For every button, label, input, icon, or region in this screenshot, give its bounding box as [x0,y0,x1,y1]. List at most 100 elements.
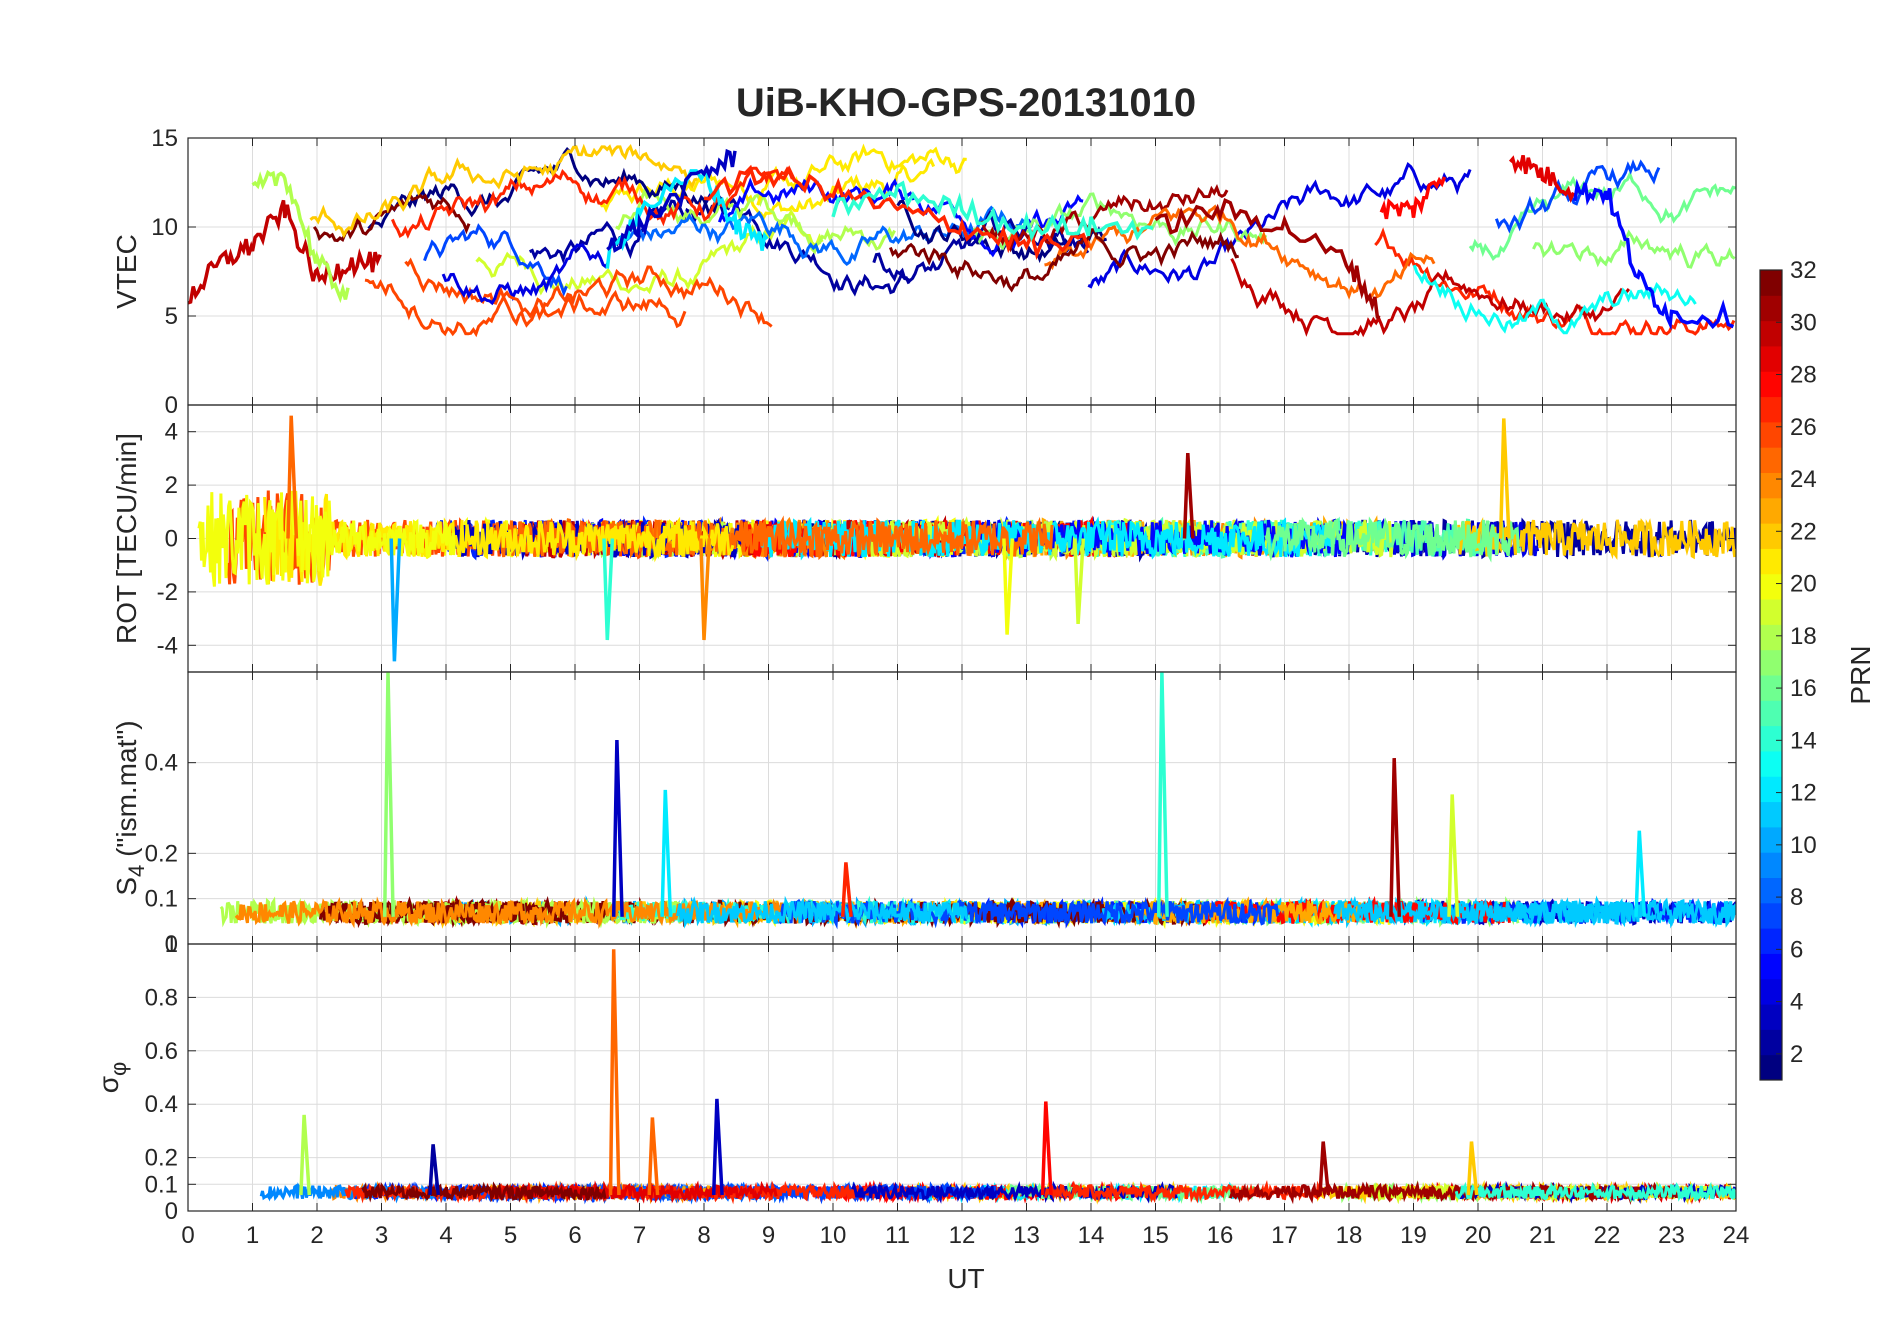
y-axis-label-sigma_phi: σφ [93,1062,131,1094]
colorbar-swatch [1760,1004,1782,1030]
s4-trace [778,896,1280,930]
x-tick-label: 19 [1400,1222,1427,1249]
x-tick-label: 24 [1723,1222,1750,1249]
s4-spike-prn-3 [611,739,624,917]
colorbar-swatch [1760,295,1782,322]
colorbar-tick-label: 8 [1790,884,1803,911]
rot-trace [1457,517,1736,560]
y-axis-label-vtec: VTEC [111,234,142,309]
colorbar-tick-label: 22 [1790,518,1817,545]
rot-spike-prn-14 [602,538,615,641]
x-tick-label: 10 [820,1222,847,1249]
rot-trace [1264,516,1522,563]
colorbar-label: PRN [1845,645,1876,704]
colorbar-frame [1759,269,1783,1081]
colorbar-swatch [1760,497,1782,524]
colorbar-swatch [1760,573,1782,600]
vtec-trace [1532,229,1736,269]
colorbar-swatch [1760,776,1782,803]
rot-trace [263,493,735,586]
x-tick-label: 0 [181,1222,194,1249]
y-tick-label: 15 [151,125,178,152]
vtec-trace [1230,258,1631,338]
s4-trace [1135,896,1362,926]
colorbar-swatch [1760,320,1782,347]
colorbar-swatch [1760,396,1782,423]
rot-spike-prn-25 [286,415,299,539]
colorbar-swatch [1760,877,1782,904]
y-tick-label: 0.2 [145,1145,178,1172]
sigma_phi-spike-prn-25 [608,949,621,1196]
x-tick-label: 14 [1078,1222,1105,1249]
vtec-trace [423,223,568,297]
colorbar-swatch [1760,523,1782,549]
y-tick-label: 0.4 [145,1091,178,1118]
s4-trace [676,895,969,929]
y-tick-label: 0.2 [145,840,178,867]
colorbar-swatch [1760,345,1782,372]
colorbar-swatch [1760,928,1782,954]
colorbar-swatch [1760,700,1782,727]
sigma_phi-spike-prn-28 [1040,1101,1053,1196]
x-tick-label: 20 [1465,1222,1492,1249]
colorbar-tick-label: 4 [1790,989,1803,1016]
colorbar-swatch [1760,902,1782,929]
colorbar-tick-label: 6 [1790,936,1803,963]
vtec-trace [1468,170,1736,262]
colorbar-swatch [1760,624,1782,651]
y-tick-label: -2 [157,579,178,606]
colorbar-swatch [1760,548,1782,575]
vtec-series-prn-18 [251,169,350,304]
sigma_phi-spike-prn-18 [299,1114,312,1196]
colorbar-tick-label: 24 [1790,466,1817,493]
x-tick-label: 18 [1336,1222,1363,1249]
s4-trace [1333,896,1736,929]
vtec-series-prn-29 [1508,155,1576,204]
x-tick-label: 5 [504,1222,517,1249]
colorbar-tick-label: 16 [1790,675,1817,702]
y-tick-label: 0.6 [145,1038,178,1065]
vtec-series-prn-30 [188,199,382,305]
sigma_phi-spike-prn-3 [711,1098,724,1196]
x-tick-label: 15 [1142,1222,1169,1249]
x-tick-label: 9 [762,1222,775,1249]
y-tick-label: 0.4 [145,750,178,777]
x-tick-label: 1 [246,1222,259,1249]
y-axis-label-rot: ROT [TECU/min] [111,433,142,644]
sigma_phi-spike-prn-2 [428,1144,441,1196]
colorbar-tick-label: 10 [1790,832,1817,859]
vtec-trace [441,243,610,306]
x-tick-label: 16 [1207,1222,1234,1249]
colorbar-swatch [1760,978,1782,1005]
vtec-trace [888,228,1240,293]
vtec-series-prn-5 [1573,178,1735,331]
panel-rot: -4 -2 0 2 4 ROT [TECU/min] [111,404,1737,673]
x-tick-label: 12 [949,1222,976,1249]
y-tick-label: 1 [165,931,178,958]
colorbar-swatch [1760,1054,1782,1081]
y-tick-label: 0.1 [145,1171,178,1198]
colorbar-swatch [1760,270,1782,296]
colorbar-tick-label: 32 [1790,257,1817,284]
colorbar-swatch [1760,421,1782,448]
rot-spike-prn-20 [1002,538,1015,635]
s4-spike-prn-19 [1447,794,1460,917]
figure-title: UiB-KHO-GPS-20131010 [736,81,1196,125]
traces-sigma_phi [259,949,1736,1205]
vtec-trace [599,157,936,221]
colorbar-swatch [1760,675,1782,701]
x-tick-label: 21 [1529,1222,1556,1249]
y-tick-label: 0 [165,1198,178,1225]
vtec-trace [622,205,1026,267]
y-tick-label: 0 [165,526,178,553]
colorbar-swatch [1760,750,1782,777]
colorbar-tick-label: 30 [1790,309,1817,336]
s4-spike-prn-12 [1634,830,1647,917]
vtec-trace [980,183,1229,253]
y-tick-label: 4 [165,419,178,446]
x-tick-label: 2 [310,1222,323,1249]
colorbar-tick-label: 20 [1790,571,1817,598]
vtec-series-prn-31 [1154,197,1381,320]
vtec-trace [404,257,773,328]
